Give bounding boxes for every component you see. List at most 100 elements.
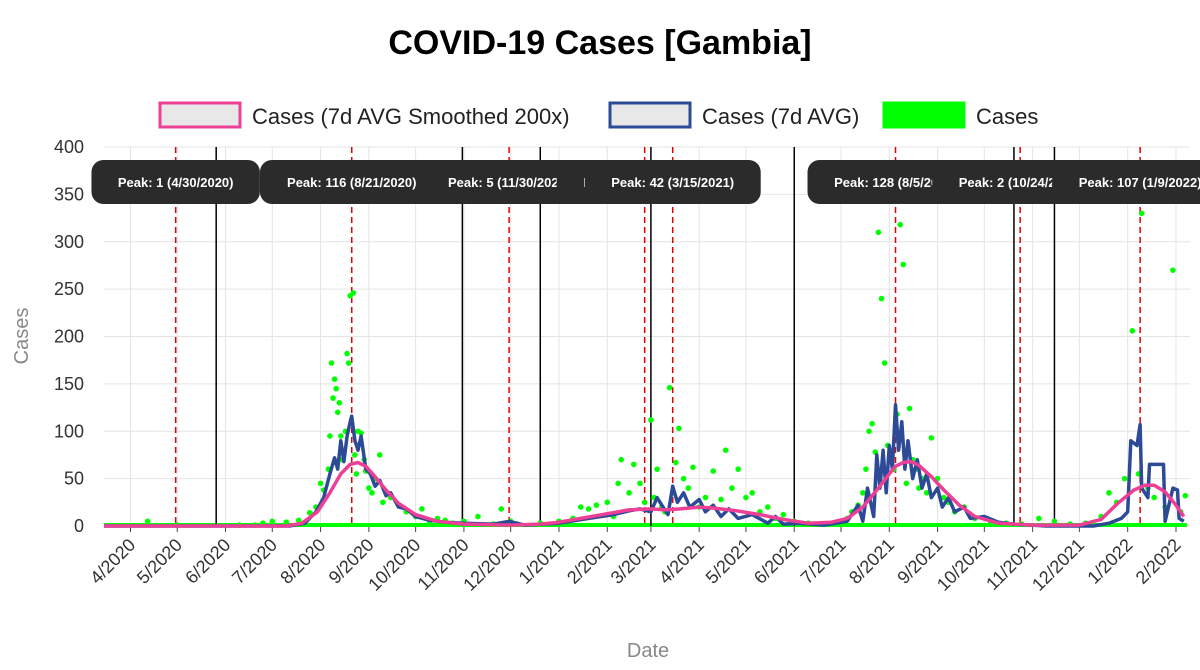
case-point bbox=[1129, 328, 1136, 334]
case-point bbox=[604, 499, 611, 506]
case-point bbox=[358, 430, 364, 436]
chart-legend: Cases (7d AVG Smoothed 200x) Cases (7d AV… bbox=[158, 101, 1038, 129]
case-point bbox=[654, 466, 660, 472]
case-point bbox=[680, 475, 687, 482]
x-tick-label: 2/2022 bbox=[1132, 535, 1185, 588]
legend-swatch bbox=[882, 101, 966, 129]
case-point bbox=[344, 350, 350, 357]
peak-label: Peak: 107 (1/9/2022) bbox=[1052, 160, 1200, 204]
case-point bbox=[648, 417, 654, 423]
chart-grid bbox=[104, 146, 1190, 527]
peak-label: Peak: 116 (8/21/2020) bbox=[259, 160, 444, 204]
case-point bbox=[878, 295, 885, 302]
case-points bbox=[144, 210, 1189, 528]
case-point bbox=[334, 409, 341, 416]
case-point bbox=[295, 517, 302, 524]
y-axis-ticks: 0 50 100 150 200 250 300 350 400 bbox=[54, 137, 84, 536]
x-tick-label: 5/2021 bbox=[702, 535, 755, 588]
case-point bbox=[866, 428, 872, 435]
case-point bbox=[666, 384, 673, 391]
case-point bbox=[859, 490, 866, 496]
peak-label-text: Peak: 116 (8/21/2020) bbox=[287, 175, 416, 190]
x-tick-label: 6/2021 bbox=[750, 535, 803, 588]
case-point bbox=[1036, 515, 1042, 522]
x-tick-label: 3/2021 bbox=[607, 535, 660, 588]
case-point bbox=[718, 496, 724, 503]
smoothed-series-line bbox=[104, 459, 1186, 528]
case-point bbox=[345, 360, 352, 366]
case-point bbox=[577, 504, 584, 510]
peak-label-box bbox=[259, 160, 444, 204]
peak-labels: Peak: 1 (4/30/2020) Peak: 116 (8/21/2020)… bbox=[91, 160, 1200, 204]
peak-label-text: Peak: 107 (1/9/2022) bbox=[1079, 175, 1200, 190]
case-point bbox=[327, 433, 333, 439]
x-tick-label: 7/2021 bbox=[797, 535, 850, 588]
case-point bbox=[749, 490, 755, 496]
peak-label-box bbox=[421, 160, 598, 204]
peak-label-box bbox=[584, 160, 761, 204]
x-tick-label: 12/2021 bbox=[1028, 535, 1088, 595]
case-point bbox=[722, 447, 729, 454]
case-point bbox=[630, 461, 637, 468]
case-point bbox=[743, 494, 749, 501]
case-point bbox=[863, 466, 869, 472]
case-point bbox=[869, 420, 875, 427]
case-point bbox=[1051, 518, 1058, 525]
legend-label: Cases (7d AVG) bbox=[702, 104, 859, 129]
wave-boundary-lines bbox=[215, 147, 1056, 526]
case-point bbox=[780, 511, 787, 518]
case-point bbox=[641, 499, 648, 506]
case-point bbox=[906, 405, 913, 412]
x-tick-label: 10/2020 bbox=[364, 535, 424, 595]
case-point bbox=[333, 385, 339, 392]
y-tick-label: 150 bbox=[54, 374, 84, 394]
case-point bbox=[331, 376, 338, 382]
case-point bbox=[618, 456, 625, 463]
case-point bbox=[366, 485, 372, 491]
y-tick-label: 250 bbox=[54, 279, 84, 299]
case-point bbox=[585, 506, 592, 512]
case-point bbox=[928, 435, 935, 441]
case-point bbox=[317, 480, 324, 487]
case-point bbox=[1106, 490, 1112, 496]
peak-label-box bbox=[1052, 160, 1200, 204]
x-tick-label: 2/2021 bbox=[563, 535, 616, 588]
x-tick-label: 8/2021 bbox=[845, 535, 898, 588]
case-point bbox=[626, 490, 632, 496]
case-point bbox=[330, 395, 336, 401]
peak-label-text: Peak: 128 (8/5/2021) bbox=[834, 175, 957, 190]
case-point bbox=[676, 425, 682, 432]
x-tick-label: 8/2020 bbox=[276, 535, 329, 588]
case-point bbox=[1151, 494, 1157, 501]
chart-title: COVID-19 Cases [Gambia] bbox=[388, 24, 811, 62]
y-tick-label: 400 bbox=[54, 137, 84, 157]
case-point bbox=[352, 452, 358, 458]
case-point bbox=[353, 471, 360, 477]
case-point bbox=[380, 499, 386, 506]
legend-label: Cases (7d AVG Smoothed 200x) bbox=[252, 104, 570, 129]
case-point bbox=[1182, 492, 1189, 499]
case-point bbox=[1138, 210, 1145, 217]
peak-label-text: Peak: 1 (4/30/2020) bbox=[118, 175, 234, 190]
case-point bbox=[673, 459, 679, 466]
case-point bbox=[269, 518, 276, 525]
case-point bbox=[144, 518, 151, 525]
case-point bbox=[764, 504, 771, 510]
x-tick-label: 4/2021 bbox=[655, 535, 708, 588]
case-point bbox=[735, 466, 741, 472]
y-tick-label: 350 bbox=[54, 184, 84, 204]
y-tick-label: 100 bbox=[54, 421, 84, 441]
case-point bbox=[369, 490, 375, 496]
legend-label: Cases bbox=[976, 104, 1038, 129]
x-tick-label: 7/2020 bbox=[228, 535, 281, 588]
case-point bbox=[881, 360, 888, 366]
case-point bbox=[685, 485, 692, 491]
case-point bbox=[1121, 475, 1128, 482]
case-point bbox=[336, 400, 343, 406]
case-point bbox=[637, 480, 643, 487]
case-point bbox=[419, 506, 425, 512]
x-axis-title: Date bbox=[627, 640, 669, 662]
x-tick-label: 10/2021 bbox=[933, 535, 993, 595]
case-point bbox=[1170, 267, 1176, 273]
